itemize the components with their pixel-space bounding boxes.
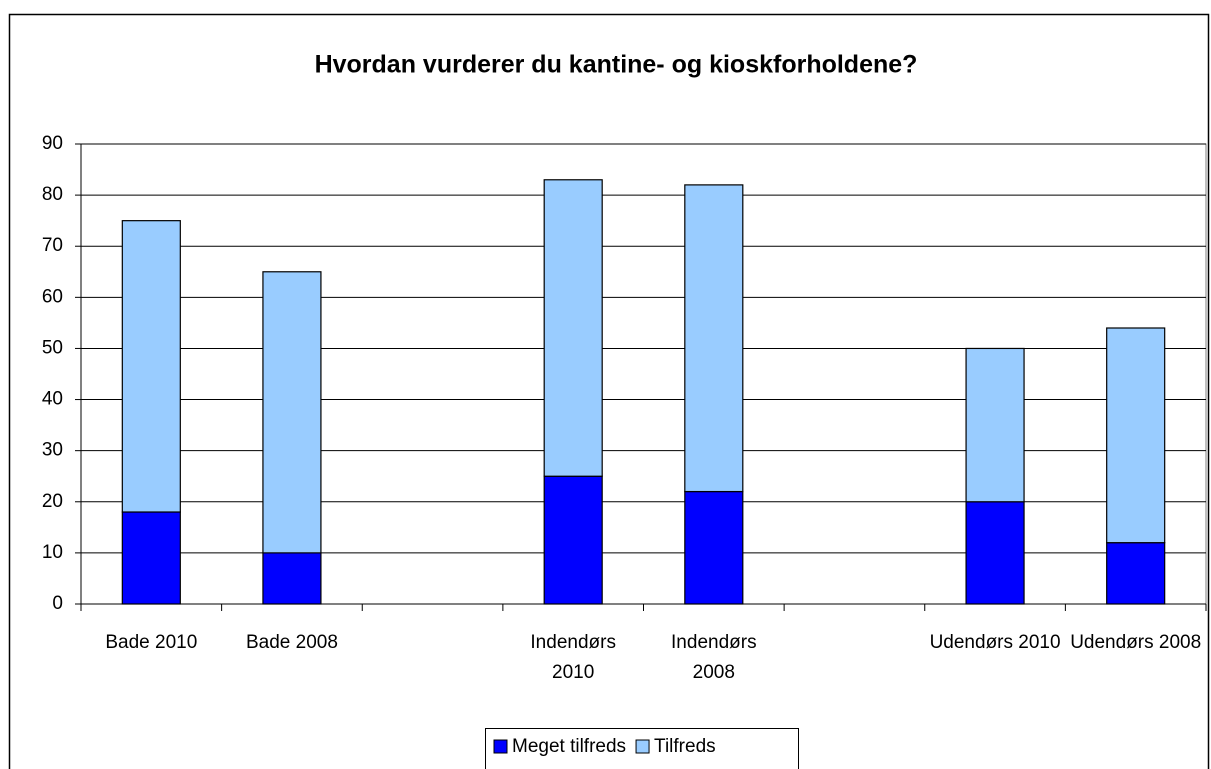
y-tick-label: 0 <box>52 593 63 614</box>
y-tick-label: 80 <box>42 184 63 205</box>
bar-segment <box>684 184 744 493</box>
bar-segment <box>965 347 1025 503</box>
x-tick-label: Udendørs 2008 <box>1070 632 1202 653</box>
bar-segment <box>121 511 181 605</box>
bar-segment <box>543 475 603 605</box>
y-tick-label: 10 <box>42 542 63 563</box>
y-tick-label: 20 <box>42 491 63 512</box>
bar-segment <box>684 490 744 605</box>
legend-box <box>485 728 799 769</box>
x-tick-label: Udendørs 2010 <box>929 632 1061 653</box>
x-tick-label: Indendørs 2010 <box>530 632 616 683</box>
y-tick-label: 60 <box>42 286 63 307</box>
x-tick-label: Indendørs 2008 <box>671 632 757 683</box>
y-tick-label: 70 <box>42 235 63 256</box>
bar-segment <box>121 220 181 513</box>
bar-segment <box>965 501 1025 605</box>
bar-segment <box>262 271 322 554</box>
plot-area <box>80 143 1207 605</box>
legend-label: Tilfreds <box>654 736 716 757</box>
x-tick-label: Bade 2008 <box>245 632 338 653</box>
bar-segment <box>262 552 322 605</box>
legend-swatch <box>493 739 508 754</box>
bar-segment <box>1106 542 1166 605</box>
bar-segment <box>1106 327 1166 544</box>
chart-title: Hvordan vurderer du kantine- og kioskfor… <box>315 51 918 79</box>
legend-label: Meget tilfreds <box>512 736 626 757</box>
y-tick-label: 30 <box>42 440 63 461</box>
x-tick-label: Bade 2010 <box>105 632 198 653</box>
y-tick-label: 50 <box>42 337 63 358</box>
y-tick-label: 90 <box>42 133 63 154</box>
legend-swatch <box>635 739 650 754</box>
bar-segment <box>543 179 603 477</box>
y-tick-label: 40 <box>42 389 63 410</box>
